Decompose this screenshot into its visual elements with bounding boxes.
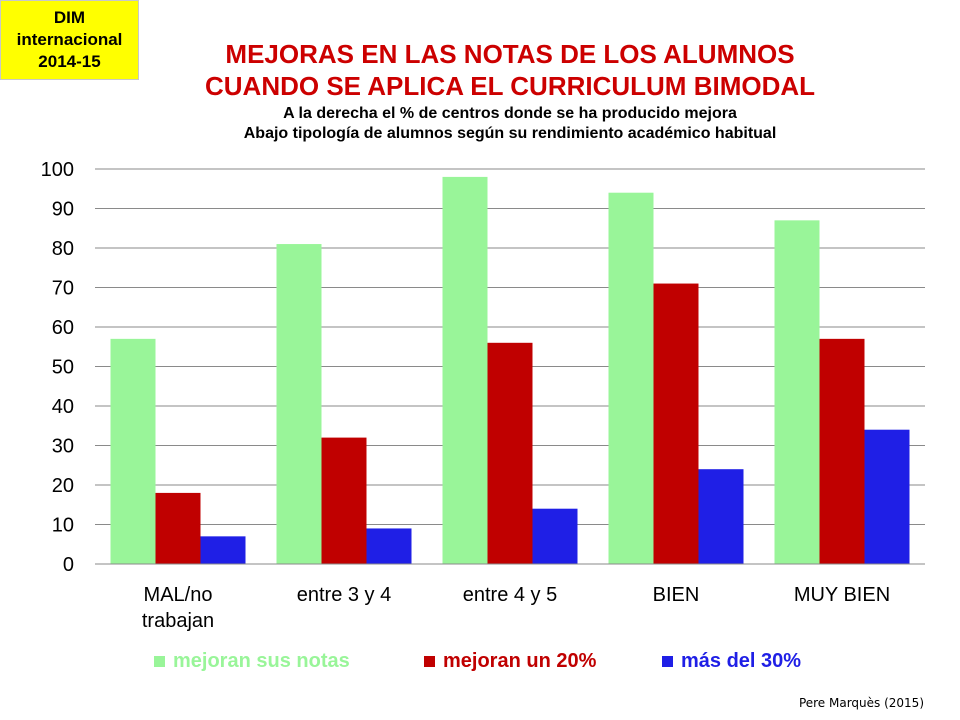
legend-label-mejoran-un-20: mejoran un 20% (443, 650, 597, 672)
badge-line-2: internacional (16, 30, 123, 49)
bar-2-1 (155, 492, 201, 564)
bar-1-5 (774, 220, 820, 564)
badge-line-3: 2014-15 (38, 52, 101, 71)
x-tick-label-3: entre 4 y 5 (463, 584, 558, 606)
x-tick-label-5: MUY BIEN (794, 584, 890, 606)
bar-2-3 (487, 342, 533, 564)
bar-2-2 (321, 437, 367, 564)
bar-3-3 (532, 508, 578, 564)
y-tick-label-100: 100 (41, 159, 74, 181)
bar-1-4 (608, 192, 654, 564)
bar-1-1 (110, 338, 156, 564)
bar-2-4 (653, 283, 699, 564)
y-tick-label-80: 80 (52, 238, 74, 260)
legend-item-mas-del-30: más del 30% (662, 650, 801, 673)
chart-subtitle-line-2: Abajo tipología de alumnos según su rend… (243, 125, 777, 142)
legend-swatch-green (154, 656, 165, 667)
x-tick-label-4: BIEN (653, 584, 700, 606)
author-credit: Pere Marquès (2015) (798, 696, 924, 710)
badge-line-1: DIM (53, 8, 86, 27)
chart-legend: mejoran sus notas mejoran un 20% más del… (0, 650, 960, 674)
legend-label-mejoran-sus-notas: mejoran sus notas (173, 650, 350, 672)
y-tick-label-90: 90 (52, 199, 74, 221)
bar-2-5 (819, 338, 865, 564)
chart-subtitle-line-1: A la derecha el % de centros donde se ha… (283, 105, 737, 122)
x-tick-label-1-line-1: MAL/no (144, 584, 213, 606)
y-tick-label-60: 60 (52, 317, 74, 339)
y-tick-label-40: 40 (52, 396, 74, 418)
bar-3-4 (698, 469, 744, 564)
dim-badge: DIM internacional 2014-15 (0, 0, 139, 80)
y-tick-label-10: 10 (52, 515, 74, 537)
chart-title-line-1: MEJORAS EN LAS NOTAS DE LOS ALUMNOS (225, 39, 795, 69)
bar-3-2 (366, 528, 412, 564)
legend-item-mejoran-sus-notas: mejoran sus notas (154, 650, 350, 673)
y-tick-label-50: 50 (52, 357, 74, 379)
bar-1-2 (276, 244, 322, 565)
x-tick-label-2: entre 3 y 4 (297, 584, 392, 606)
legend-label-mas-del-30: más del 30% (681, 650, 802, 672)
y-tick-label-20: 20 (52, 475, 74, 497)
y-tick-label-30: 30 (52, 436, 74, 458)
legend-swatch-red (424, 656, 435, 667)
bar-3-5 (864, 429, 910, 564)
bar-3-1 (200, 536, 246, 564)
legend-item-mejoran-un-20: mejoran un 20% (424, 650, 596, 673)
x-tick-label-1-line-2: trabajan (142, 610, 214, 632)
chart-title-line-2: CUANDO SE APLICA EL CURRICULUM BIMODAL (204, 71, 816, 101)
bar-1-3 (442, 176, 488, 564)
bar-chart: 0 10 20 30 40 50 60 70 80 90 100 MAL/no trabajan entr… (41, 159, 925, 632)
legend-swatch-blue (662, 656, 673, 667)
y-tick-label-70: 70 (52, 278, 74, 300)
y-tick-label-0: 0 (63, 554, 74, 576)
